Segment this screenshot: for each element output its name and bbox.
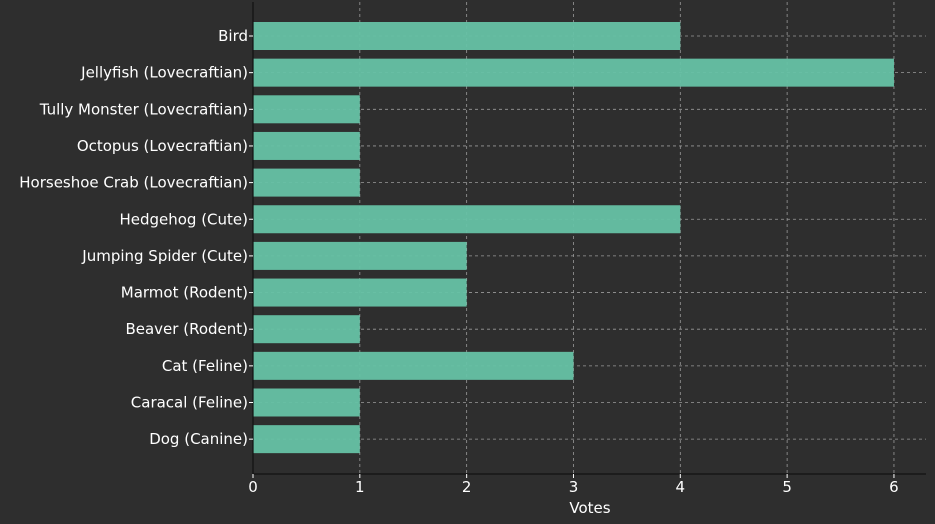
category-label: Marmot (Rodent) [121,284,248,302]
axes [249,2,926,478]
category-labels: Bird Jellyfish (Lovecraftian) Tully Monste… [19,27,248,448]
bar [253,22,681,50]
bar [253,131,360,160]
x-axis-title: Votes [569,499,610,517]
category-label: Beaver (Rodent) [125,320,248,338]
x-tick-label: 0 [248,478,258,496]
x-tick-label: 2 [462,478,472,496]
x-tick-labels: 0 1 2 3 4 5 6 [248,478,898,496]
category-label: Dog (Canine) [149,430,248,448]
bar [253,278,467,307]
x-tick-label: 1 [355,478,365,496]
bar [253,58,894,87]
category-label: Tully Monster (Lovecraftian) [39,100,248,118]
category-label: Cat (Feline) [162,357,248,375]
bar [253,315,360,344]
x-tick-label: 3 [569,478,579,496]
bar [253,425,360,454]
category-label: Octopus (Lovecraftian) [77,137,248,155]
category-label: Jumping Spider (Cute) [81,247,248,265]
category-label: Hedgehog (Cute) [119,210,248,228]
bar [253,205,681,234]
bars [253,22,894,454]
category-label: Jellyfish (Lovecraftian) [80,64,248,82]
bar [253,241,467,270]
x-tick-label: 6 [889,478,899,496]
bar [253,168,360,197]
category-label: Horseshoe Crab (Lovecraftian) [19,174,248,192]
category-label: Caracal (Feline) [131,394,248,412]
bar [253,95,360,124]
category-label: Bird [218,27,248,45]
x-tick-label: 4 [676,478,686,496]
x-tick-label: 5 [782,478,792,496]
bar [253,351,574,380]
bar [253,388,360,417]
